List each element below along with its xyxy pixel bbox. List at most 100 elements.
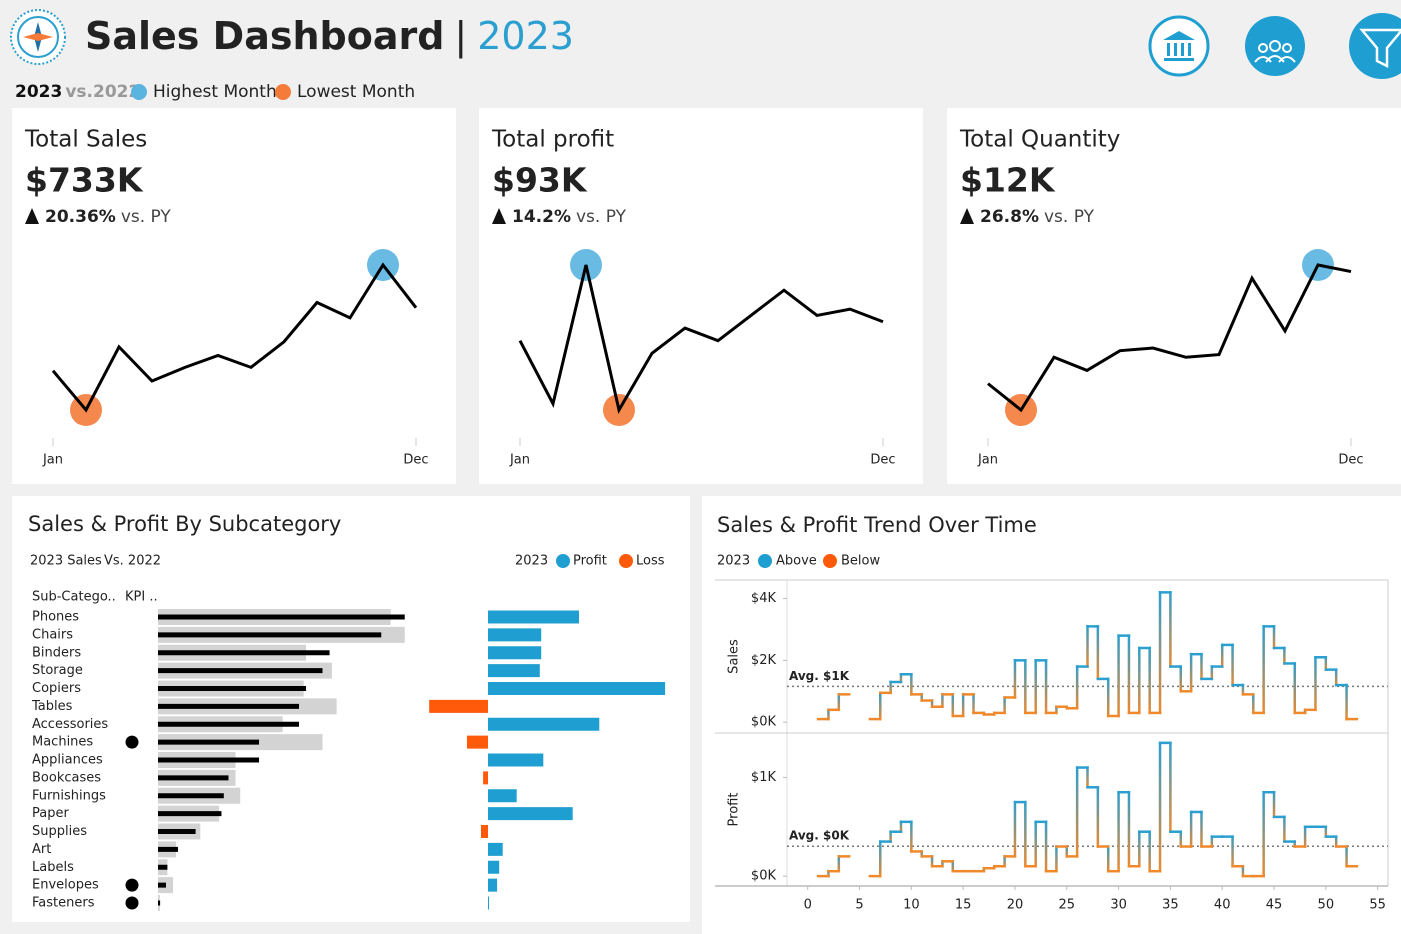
step-connector: [1272, 790, 1276, 819]
kpi-change: 26.8% vs. PY: [980, 207, 1095, 227]
step-connector: [1055, 845, 1058, 873]
step-connector: [1096, 625, 1100, 681]
legend-dot: [131, 84, 147, 100]
average-label: Avg. $0K: [789, 829, 850, 843]
step-connector: [1117, 634, 1120, 718]
category-label: Machines: [32, 735, 93, 750]
kpi-value: $93K: [492, 161, 588, 200]
category-label: Tables: [31, 699, 73, 714]
average-label: Avg. $1K: [789, 669, 850, 683]
step-connector: [1334, 668, 1338, 687]
step-connector: [1314, 656, 1317, 712]
line: [51, 262, 418, 413]
kpi-value: $12K: [960, 161, 1056, 200]
step-connector: [1200, 652, 1203, 681]
step-connector: [1086, 625, 1089, 668]
x-tick-label: Jan: [42, 453, 63, 468]
step-connector: [1324, 825, 1328, 838]
step-connector: [1075, 766, 1079, 858]
x-tick-label: 55: [1369, 898, 1386, 913]
year: 2023: [477, 14, 574, 58]
up-arrow: [960, 208, 974, 224]
step-connector: [1003, 855, 1006, 868]
step-connector: [827, 869, 830, 878]
bar-profit: [488, 807, 573, 821]
category-label: Accessories: [32, 717, 108, 732]
y-tick-label: $0K: [751, 715, 777, 730]
bar-current: [158, 686, 307, 691]
bar-profit: [488, 646, 542, 660]
bar-profit: [488, 842, 503, 856]
bar-profit: [488, 664, 540, 678]
step-connector: [899, 820, 903, 833]
legend-label: Loss: [636, 554, 665, 569]
column-header: Sub-Catego..: [32, 590, 116, 605]
step-connector: [889, 680, 892, 695]
x-tick-label: 30: [1110, 898, 1127, 913]
card-title: Total Sales: [24, 127, 147, 153]
legend-label: Above: [776, 554, 817, 569]
step-connector: [1044, 820, 1048, 873]
x-tick-label: Dec: [403, 453, 428, 468]
chart-title: Sales & Profit Trend Over Time: [717, 513, 1037, 537]
category-label: Envelopes: [32, 878, 99, 893]
step-connector: [1024, 659, 1027, 715]
y-tick-label: $4K: [751, 591, 777, 606]
legend-dot: [758, 554, 772, 568]
x-tick-label: Jan: [977, 453, 998, 468]
chart-title: Sales & Profit By Subcategory: [28, 512, 341, 536]
bar-profit: [481, 825, 488, 838]
bar-profit: [467, 735, 488, 749]
category-label: Binders: [32, 645, 81, 660]
kpi-value: $733K: [25, 161, 144, 200]
category-label: Phones: [32, 610, 79, 625]
change-value: 14.2%: [512, 207, 571, 227]
legend-label: Profit: [573, 554, 607, 569]
step-connector: [899, 673, 903, 684]
x-tick-label: 50: [1318, 898, 1335, 913]
step-connector: [1262, 790, 1265, 878]
card: [702, 496, 1401, 934]
step-connector: [1044, 659, 1048, 715]
step-connector: [1003, 696, 1006, 715]
x-tick-label: 45: [1266, 898, 1283, 913]
step-connector: [1158, 741, 1162, 873]
step-connector: [930, 855, 934, 868]
change-suffix: vs. PY: [576, 207, 627, 227]
step-connector: [910, 820, 913, 853]
kpi-dot: [125, 896, 139, 910]
category-label: Labels: [32, 860, 74, 875]
step-connector: [1148, 830, 1151, 873]
dashboard-title: Sales Dashboard | 2023: [85, 14, 574, 59]
step-connector: [910, 673, 913, 696]
logo: [10, 9, 66, 65]
step-connector: [1252, 693, 1255, 715]
x-tick-label: Jan: [509, 453, 530, 468]
step-connector: [1334, 835, 1338, 848]
bar-profit: [488, 682, 666, 695]
step-connector: [1106, 677, 1110, 718]
step-connector: [1024, 800, 1027, 868]
step-connector: [1272, 625, 1276, 650]
step-connector: [982, 866, 986, 873]
step-connector: [1324, 656, 1328, 671]
category-label: Paper: [32, 806, 69, 821]
bar-current: [158, 846, 178, 852]
filter-button[interactable]: [1349, 13, 1401, 79]
bar-current: [158, 739, 260, 745]
up-arrow: [492, 208, 506, 224]
step-connector: [1210, 665, 1214, 681]
team-button[interactable]: [1245, 16, 1305, 76]
step-connector: [1096, 786, 1100, 848]
bar-current: [158, 632, 382, 638]
step-connector: [889, 830, 892, 843]
card-title: Total profit: [491, 127, 614, 153]
legend-dot: [275, 84, 291, 100]
legend-dot: [619, 554, 633, 568]
bar-profit: [488, 610, 579, 624]
step-connector: [1179, 665, 1183, 693]
x-tick-label: 40: [1214, 898, 1231, 913]
home-button[interactable]: [1148, 15, 1210, 77]
